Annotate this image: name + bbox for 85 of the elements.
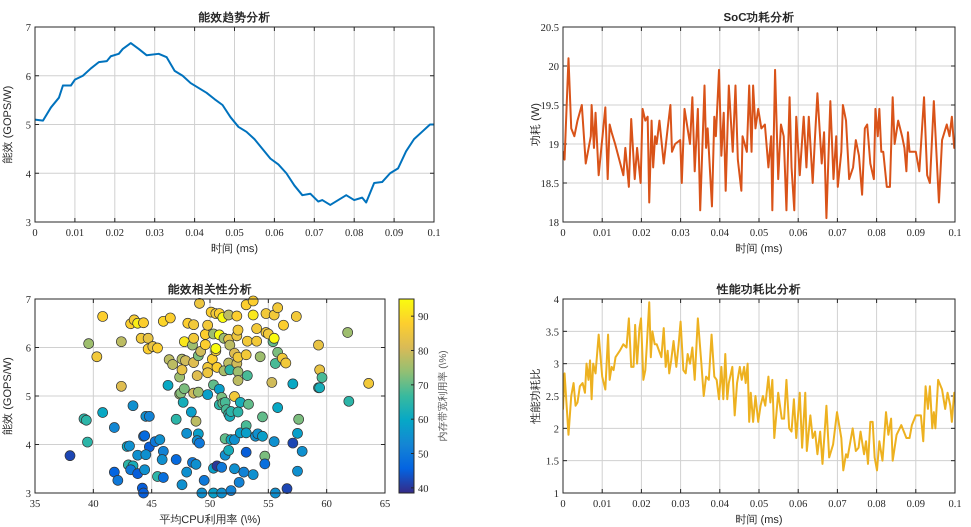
line-series <box>563 57 955 220</box>
x-tick-label: 0.07 <box>828 228 847 239</box>
x-tick-label: 0.01 <box>66 228 84 239</box>
x-tick-label: 0.1 <box>948 499 962 510</box>
y-tick-label: 2 <box>554 424 559 436</box>
color-bar-label: 80 <box>418 346 428 358</box>
x-tick-label: 0.02 <box>632 228 651 239</box>
y-axis-title: 性能功耗比 <box>529 368 542 424</box>
color-bar-label: 50 <box>418 450 428 461</box>
x-tick-label: 0.05 <box>750 499 768 510</box>
x-tick-label: 35 <box>30 499 40 510</box>
x-tick-label: 0 <box>560 228 566 239</box>
y-tick-label: 3 <box>554 360 559 371</box>
x-tick-label: 0.09 <box>906 228 925 239</box>
color-bar-label: 60 <box>418 415 428 426</box>
y-tick-label: 7 <box>26 23 31 34</box>
x-tick-label: 0.04 <box>710 499 730 510</box>
y-tick-label: 4 <box>554 295 560 306</box>
y-tick-label: 20.5 <box>540 23 559 34</box>
x-tick-label: 0.09 <box>906 499 925 510</box>
x-tick-label: 0.04 <box>710 228 730 239</box>
x-tick-label: 50 <box>204 499 216 510</box>
chart-title: 性能功耗比分析 <box>716 282 801 296</box>
color-bar-label: 70 <box>418 380 428 392</box>
y-tick-label: 18.5 <box>540 179 559 190</box>
x-tick-label: 65 <box>380 499 390 510</box>
y-tick-label: 5 <box>26 120 31 132</box>
chart-title: SoC功耗分析 <box>724 10 794 24</box>
x-tick-label: 0.1 <box>427 228 441 239</box>
y-tick-label: 2.5 <box>546 392 559 403</box>
y-tick-label: 1.5 <box>546 456 559 468</box>
x-tick-label: 0.06 <box>789 228 808 239</box>
x-tick-label: 0.06 <box>265 228 284 239</box>
x-tick-label: 0.03 <box>671 228 690 239</box>
x-tick-label: 0.02 <box>106 228 124 239</box>
x-axis-title: 时间 (ms) <box>735 513 783 526</box>
x-tick-label: 0.02 <box>632 499 651 510</box>
y-tick-label: 18 <box>548 218 559 229</box>
y-axis-title: 功耗 (W) <box>529 103 542 146</box>
y-axis-title: 能效 (GOPS/W) <box>1 86 14 164</box>
x-tick-label: 0.03 <box>671 499 690 510</box>
y-tick-label: 3 <box>26 489 31 500</box>
color-bar-label: 90 <box>418 312 428 324</box>
y-tick-label: 20 <box>548 62 559 73</box>
x-tick-label: 0.01 <box>593 499 612 510</box>
y-tick-label: 1 <box>554 489 559 500</box>
y-tick-label: 6 <box>26 72 31 83</box>
y-tick-label: 19.5 <box>540 101 559 112</box>
x-tick-label: 0.08 <box>867 499 886 510</box>
x-axis-title: 时间 (ms) <box>210 242 258 255</box>
x-tick-label: 0.09 <box>384 228 404 239</box>
x-tick-label: 0.04 <box>185 228 205 239</box>
x-tick-label: 0 <box>32 228 38 239</box>
x-tick-label: 0.06 <box>789 499 808 510</box>
y-tick-label: 4 <box>26 169 32 180</box>
x-tick-label: 55 <box>263 499 274 510</box>
x-tick-label: 0.03 <box>146 228 164 239</box>
x-tick-label: 0.1 <box>948 228 962 239</box>
x-tick-label: 0.07 <box>305 228 324 239</box>
color-bar-title: 内存带宽利用率 (\%) <box>437 350 449 442</box>
chart-title: 能效趋势分析 <box>198 10 270 24</box>
x-axis-title: 时间 (ms) <box>735 242 783 255</box>
x-tick-label: 0 <box>560 499 566 510</box>
x-axis-title: 平均CPU利用率 (\%) <box>159 513 261 526</box>
x-tick-label: 0.05 <box>750 228 768 239</box>
x-tick-label: 0.05 <box>225 228 244 239</box>
x-tick-label: 0.07 <box>828 499 847 510</box>
x-tick-label: 45 <box>146 499 157 510</box>
y-tick-label: 3.5 <box>546 327 559 338</box>
x-tick-label: 40 <box>88 499 99 510</box>
chart-title: 能效相关性分析 <box>168 282 252 296</box>
line-series <box>563 301 955 472</box>
color-bar-label: 40 <box>418 484 428 495</box>
y-tick-label: 3 <box>26 218 31 229</box>
y-tick-label: 19 <box>548 140 559 151</box>
y-tick-label: 7 <box>26 295 31 306</box>
y-axis-title: 能效 (GOPS/W) <box>1 357 14 435</box>
x-tick-label: 60 <box>321 499 332 510</box>
y-tick-label: 4 <box>26 440 32 452</box>
line-series <box>35 42 434 206</box>
y-tick-label: 5 <box>26 392 31 403</box>
x-tick-label: 0.08 <box>345 228 364 239</box>
x-tick-label: 0.08 <box>867 228 886 239</box>
y-tick-label: 6 <box>26 344 31 354</box>
x-tick-label: 0.01 <box>593 228 612 239</box>
